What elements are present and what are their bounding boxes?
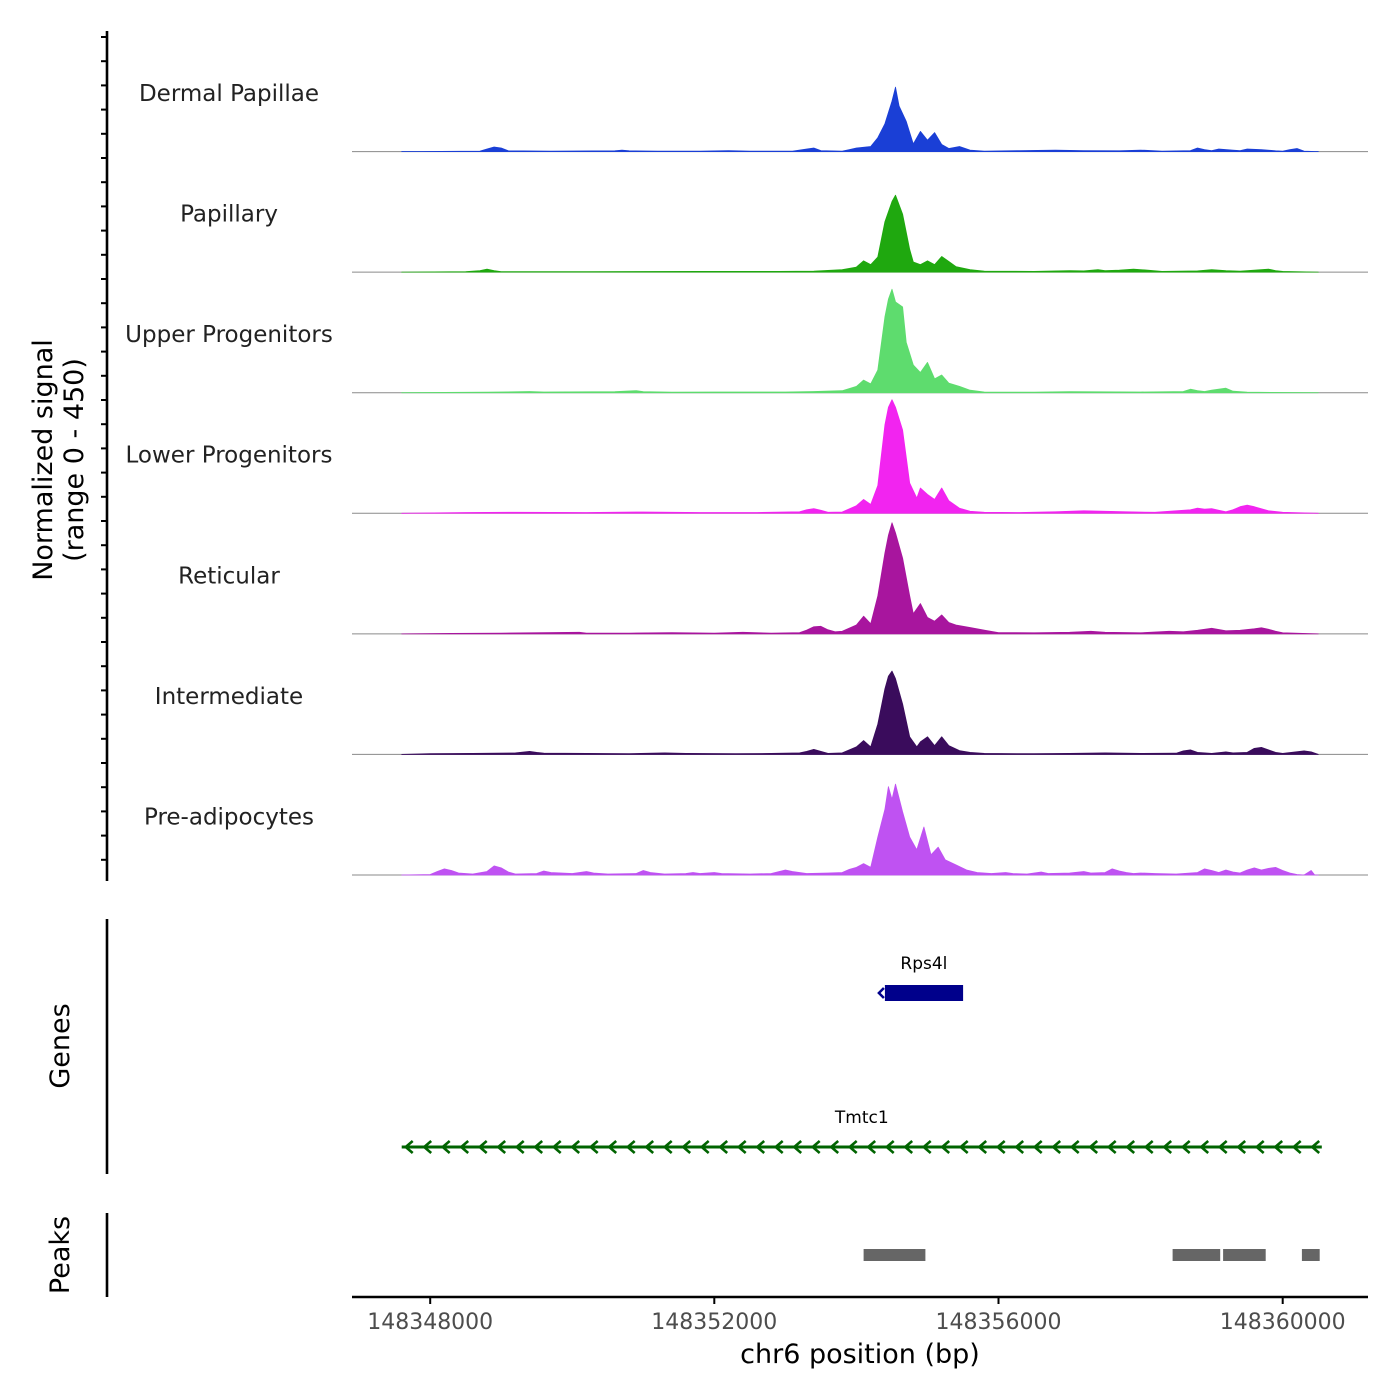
gene-strand-arrows-tmtc1	[403, 1140, 1321, 1154]
coverage-area-dermal-papillae	[401, 86, 1319, 152]
coverage-area-intermediate	[401, 670, 1319, 755]
coverage-area-papillary	[401, 194, 1319, 273]
peak-interval	[1301, 1249, 1320, 1261]
track-label-lower-progenitors: Lower Progenitors	[126, 443, 333, 469]
track-lower-progenitors: Lower Progenitors	[126, 399, 1368, 514]
track-papillary: Papillary	[180, 194, 1368, 273]
track-label-dermal-papillae: Dermal Papillae	[139, 81, 319, 107]
coverage-area-reticular	[401, 522, 1319, 635]
peaks-panel	[863, 1249, 1320, 1261]
x-axis-ticks: 148348000 148352000 148356000 148360000	[367, 1297, 1346, 1335]
gene-body-rps4l	[884, 985, 964, 1001]
coverage-area-lower-progenitors	[401, 399, 1319, 514]
peak-interval	[1223, 1249, 1266, 1261]
track-label-pre-adipocytes: Pre-adipocytes	[144, 804, 314, 830]
gene-label-rps4l: Rps4l	[900, 954, 947, 974]
x-tick-label: 148352000	[651, 1310, 777, 1335]
coverage-y-label-line1: Normalized signal	[28, 339, 59, 581]
genes-y-label: Genes	[45, 1003, 76, 1088]
gene-rps4l: Rps4l	[877, 954, 964, 1001]
gene-label-tmtc1: Tmtc1	[834, 1108, 889, 1128]
track-reticular: Reticular	[178, 522, 1368, 635]
peak-interval	[1172, 1249, 1221, 1261]
track-label-papillary: Papillary	[180, 202, 278, 228]
gene-arrow-rps4l	[877, 987, 885, 999]
gene-tmtc1: Tmtc1	[401, 1108, 1322, 1154]
track-intermediate: Intermediate	[155, 670, 1368, 755]
coverage-area-pre-adipocytes	[401, 783, 1319, 876]
track-upper-progenitors: Upper Progenitors	[125, 288, 1368, 394]
coverage-area-upper-progenitors	[401, 288, 1319, 394]
genes-panel: Rps4l Tmtc1	[401, 954, 1322, 1154]
coverage-y-ticks	[101, 36, 107, 861]
x-tick-label: 148360000	[1220, 1310, 1346, 1335]
x-axis-label: chr6 position (bp)	[740, 1339, 980, 1370]
track-label-intermediate: Intermediate	[155, 684, 303, 710]
peaks-y-label: Peaks	[45, 1216, 76, 1294]
x-tick-label: 148348000	[367, 1310, 493, 1335]
peak-interval	[863, 1249, 926, 1261]
track-label-reticular: Reticular	[178, 563, 280, 589]
track-pre-adipocytes: Pre-adipocytes	[144, 783, 1368, 876]
track-dermal-papillae: Dermal Papillae	[139, 81, 1368, 153]
coverage-panel: Dermal Papillae Papillary Upper Progenitor…	[125, 81, 1368, 876]
track-label-upper-progenitors: Upper Progenitors	[125, 322, 333, 348]
x-tick-label: 148356000	[936, 1310, 1062, 1335]
coverage-y-label-line2: (range 0 - 450)	[59, 358, 90, 562]
